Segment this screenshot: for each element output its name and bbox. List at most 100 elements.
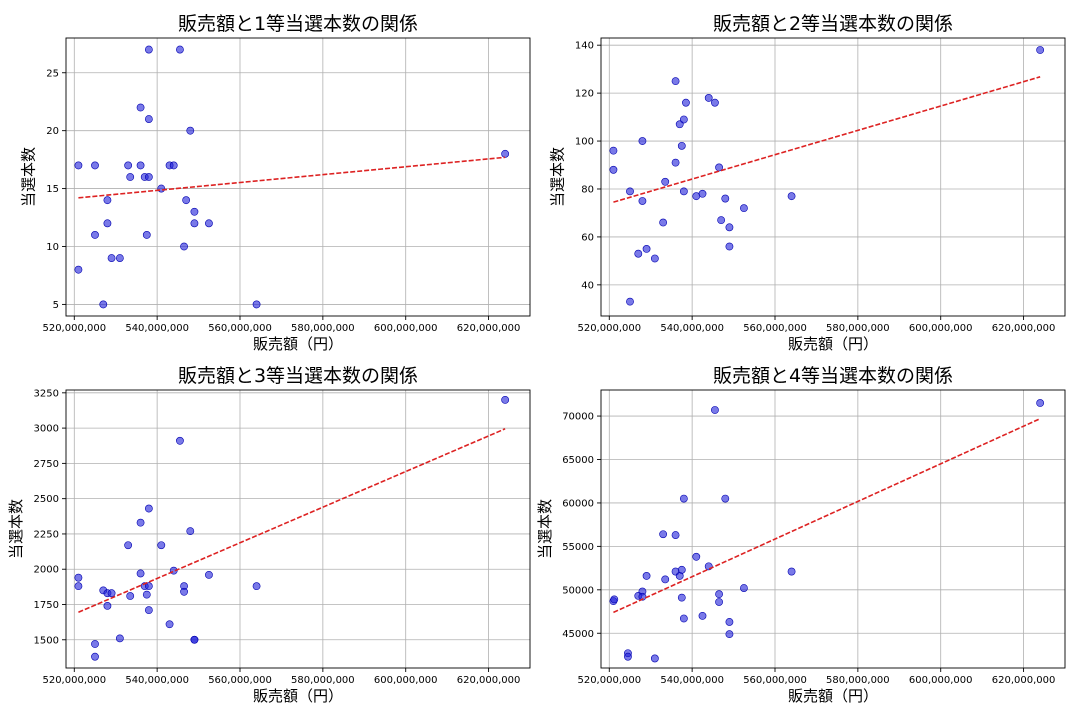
x-tick-label: 520,000,000	[42, 323, 106, 334]
x-tick-label: 600,000,000	[374, 675, 438, 686]
x-tick-label: 540,000,000	[660, 323, 724, 334]
scatter-point	[124, 161, 133, 170]
scatter-point	[721, 194, 730, 203]
x-tick-label: 540,000,000	[125, 323, 189, 334]
scatter-point	[176, 45, 184, 54]
chart-panel-1: 520,000,000 540,000,000 560,000,000 580,000…	[20, 13, 531, 353]
scatter-point	[682, 98, 690, 107]
y-tick-label: 140	[575, 41, 594, 52]
scatter-point	[126, 592, 135, 600]
scatter-point	[186, 527, 195, 536]
y-tick-label: 50000	[562, 585, 594, 596]
scatter-point	[725, 242, 734, 251]
y-tick-label: 45000	[562, 629, 594, 640]
scatter-point	[626, 187, 634, 196]
y-tick-label: 25	[46, 68, 59, 79]
x-axis-label: 販売額（円）	[253, 687, 343, 705]
scatter-point	[91, 652, 99, 661]
y-tick-label: 2000	[34, 565, 59, 576]
chart-panel-2: 520,000,000 540,000,000 560,000,000 580,000…	[548, 13, 1066, 353]
scatter-point	[91, 161, 99, 170]
y-tick-label: 20	[46, 126, 59, 137]
scatter-point	[205, 570, 213, 579]
plot-frame	[600, 389, 1066, 669]
scatter-point	[136, 103, 145, 112]
scatter-point	[679, 115, 688, 124]
scatter-point	[671, 158, 680, 167]
x-tick-label: 620,000,000	[992, 323, 1056, 334]
scatter-point	[677, 593, 686, 602]
y-tick-label: 10	[46, 242, 59, 253]
scatter-point	[136, 518, 145, 527]
scatter-point	[124, 541, 133, 550]
scatter-point	[711, 98, 719, 107]
scatter-point	[205, 219, 213, 228]
scatter-point	[725, 618, 734, 626]
y-tick-label: 2750	[34, 459, 59, 470]
scatter-point	[186, 126, 195, 135]
scatter-point	[144, 606, 153, 615]
scatter-point	[698, 611, 707, 620]
y-tick-label: 5	[53, 300, 59, 311]
scatter-point	[144, 45, 153, 54]
scatter-point	[679, 187, 688, 196]
x-tick-label: 620,000,000	[992, 675, 1056, 686]
scatter-point	[142, 231, 151, 239]
chart-title: 販売額と2等当選本数の関係	[713, 13, 953, 35]
scatter-point	[715, 590, 723, 599]
x-tick-label: 580,000,000	[291, 323, 355, 334]
scatter-point	[144, 582, 153, 591]
scatter-point	[190, 219, 199, 228]
scatter-point	[157, 184, 166, 193]
y-axis-label: 当選本数	[20, 147, 38, 207]
chart-panel-4: 520,000,000 540,000,000 560,000,000 580,000…	[536, 365, 1066, 705]
x-tick-label: 600,000,000	[909, 675, 973, 686]
scatter-point	[679, 614, 688, 623]
scatter-point	[144, 115, 153, 123]
scatter-point	[501, 149, 510, 158]
scatter-point	[787, 567, 796, 576]
scatter-point	[659, 218, 668, 227]
scatter-point	[169, 161, 178, 170]
scatter-point	[626, 297, 634, 306]
x-tick-label: 560,000,000	[743, 323, 807, 334]
scatter-point	[74, 573, 83, 582]
scatter-point	[787, 192, 796, 201]
y-axis-label: 当選本数	[548, 147, 566, 207]
trend-line	[78, 156, 506, 199]
scatter-point	[671, 77, 680, 86]
x-tick-label: 560,000,000	[208, 323, 272, 334]
scatter-point	[74, 161, 83, 170]
scatter-point	[659, 530, 668, 539]
scatter-point	[115, 634, 124, 643]
y-tick-label: 3000	[34, 424, 59, 435]
scatter-point	[704, 562, 713, 571]
x-axis-label: 販売額（円）	[253, 335, 343, 353]
chart-title: 販売額と4等当選本数の関係	[713, 365, 953, 387]
y-tick-label: 2250	[34, 529, 59, 540]
chart-title: 販売額と3等当選本数の関係	[178, 365, 418, 387]
scatter-point	[144, 504, 153, 513]
x-tick-label: 580,000,000	[826, 323, 890, 334]
scatter-point	[679, 494, 688, 503]
y-tick-label: 80	[581, 184, 594, 195]
scatter-point	[91, 640, 99, 648]
scatter-point	[136, 161, 145, 170]
y-tick-label: 2500	[34, 494, 59, 505]
scatter-point	[609, 165, 618, 174]
scatter-point	[677, 141, 686, 150]
scatter-point	[704, 94, 713, 102]
scatter-point	[107, 254, 116, 262]
scatter-point	[99, 300, 108, 309]
scatter-point	[698, 189, 707, 198]
x-tick-label: 540,000,000	[125, 675, 189, 686]
scatter-point	[717, 216, 726, 225]
scatter-point	[142, 590, 151, 599]
scatter-point	[740, 204, 748, 213]
scatter-point	[677, 565, 686, 574]
scatter-point	[725, 630, 734, 639]
scatter-point	[650, 654, 659, 663]
scatter-point	[136, 569, 145, 578]
trend-line	[613, 76, 1041, 203]
scatter-point	[692, 552, 701, 561]
